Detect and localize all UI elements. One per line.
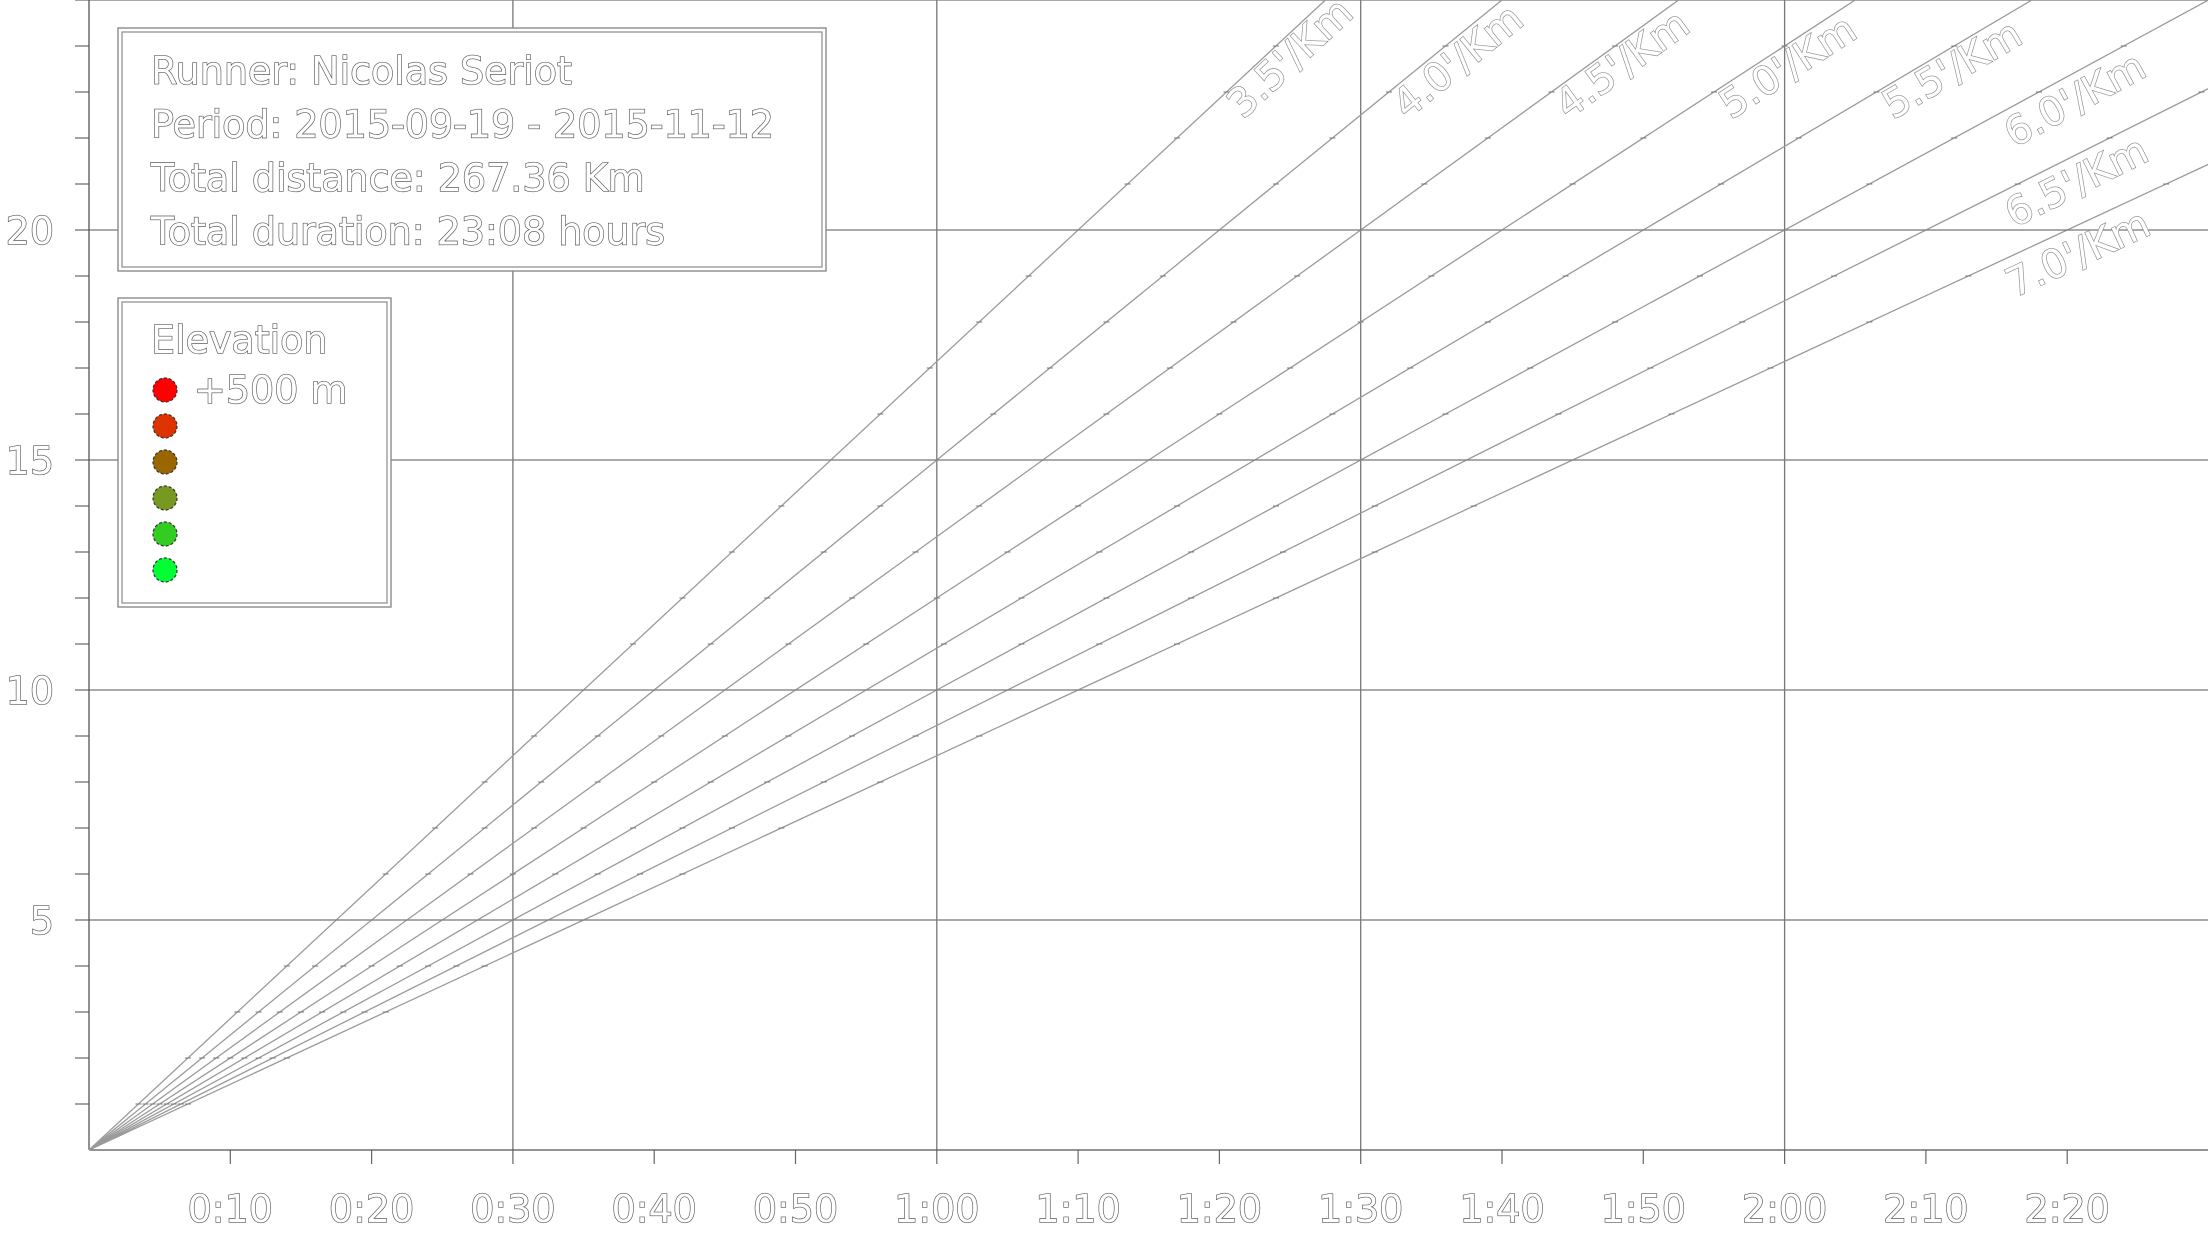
info-line: Period: 2015-09-19 - 2015-11-12 (151, 103, 774, 147)
info-box-frame-outer (117, 27, 827, 272)
pace-line (88, 87, 2208, 1151)
legend: Elevation +500 m (117, 297, 392, 608)
info-line: Total duration: 23:08 hours (150, 210, 665, 254)
pace-line (88, 0, 1856, 1151)
y-tick-label: 5 (30, 899, 54, 943)
legend-title: Elevation (151, 318, 328, 362)
y-tick-label: 15 (6, 439, 54, 483)
x-tick-label: 2:10 (1883, 1187, 1968, 1231)
axes (88, 0, 2208, 1151)
legend-swatch (152, 521, 178, 547)
legend-swatch (152, 557, 178, 583)
pace-line (88, 0, 2033, 1151)
minor-ticks (75, 0, 2068, 1164)
legend-swatch (152, 413, 178, 439)
legend-swatch (152, 377, 178, 403)
y-tick-label: 20 (6, 209, 54, 253)
info-box-frame-inner (121, 31, 823, 268)
x-tick-label: 0:30 (470, 1187, 555, 1231)
x-tick-label: 1:30 (1318, 1187, 1403, 1231)
x-tick-label: 1:40 (1459, 1187, 1544, 1231)
legend-frame-inner (121, 301, 388, 604)
x-tick-label: 0:50 (753, 1187, 838, 1231)
pace-line (88, 0, 1503, 1151)
x-tick-label: 1:20 (1177, 1187, 1262, 1231)
info-line: Runner: Nicolas Seriot (151, 49, 572, 93)
x-tick-label: 2:00 (1742, 1187, 1827, 1231)
pace-line (88, 163, 2208, 1151)
legend-swatch (152, 485, 178, 511)
legend-swatch (152, 449, 178, 475)
x-tick-label: 2:20 (2025, 1187, 2110, 1231)
y-tick-labels: 5 10 15 20 (5, 208, 55, 943)
x-tick-label: 1:10 (1035, 1187, 1120, 1231)
x-tick-labels: 0:10 0:20 0:30 0:40 0:50 1:00 1:10 1:20 1:30 1:40… (187, 1186, 2111, 1231)
pace-line (88, 0, 2208, 1151)
x-tick-label: 1:50 (1601, 1187, 1686, 1231)
pace-line (88, 0, 1680, 1151)
legend-label: +500 m (194, 368, 347, 412)
y-tick-label: 10 (6, 669, 54, 713)
info-box: Runner: Nicolas Seriot Period: 2015-09-19… (117, 27, 827, 272)
x-tick-label: 0:20 (329, 1187, 414, 1231)
info-line: Total distance: 267.36 Km (150, 156, 645, 200)
pace-line (88, 0, 1326, 1151)
x-tick-label: 0:10 (188, 1187, 273, 1231)
x-tick-label: 0:40 (612, 1187, 697, 1231)
x-tick-label: 1:00 (894, 1187, 979, 1231)
